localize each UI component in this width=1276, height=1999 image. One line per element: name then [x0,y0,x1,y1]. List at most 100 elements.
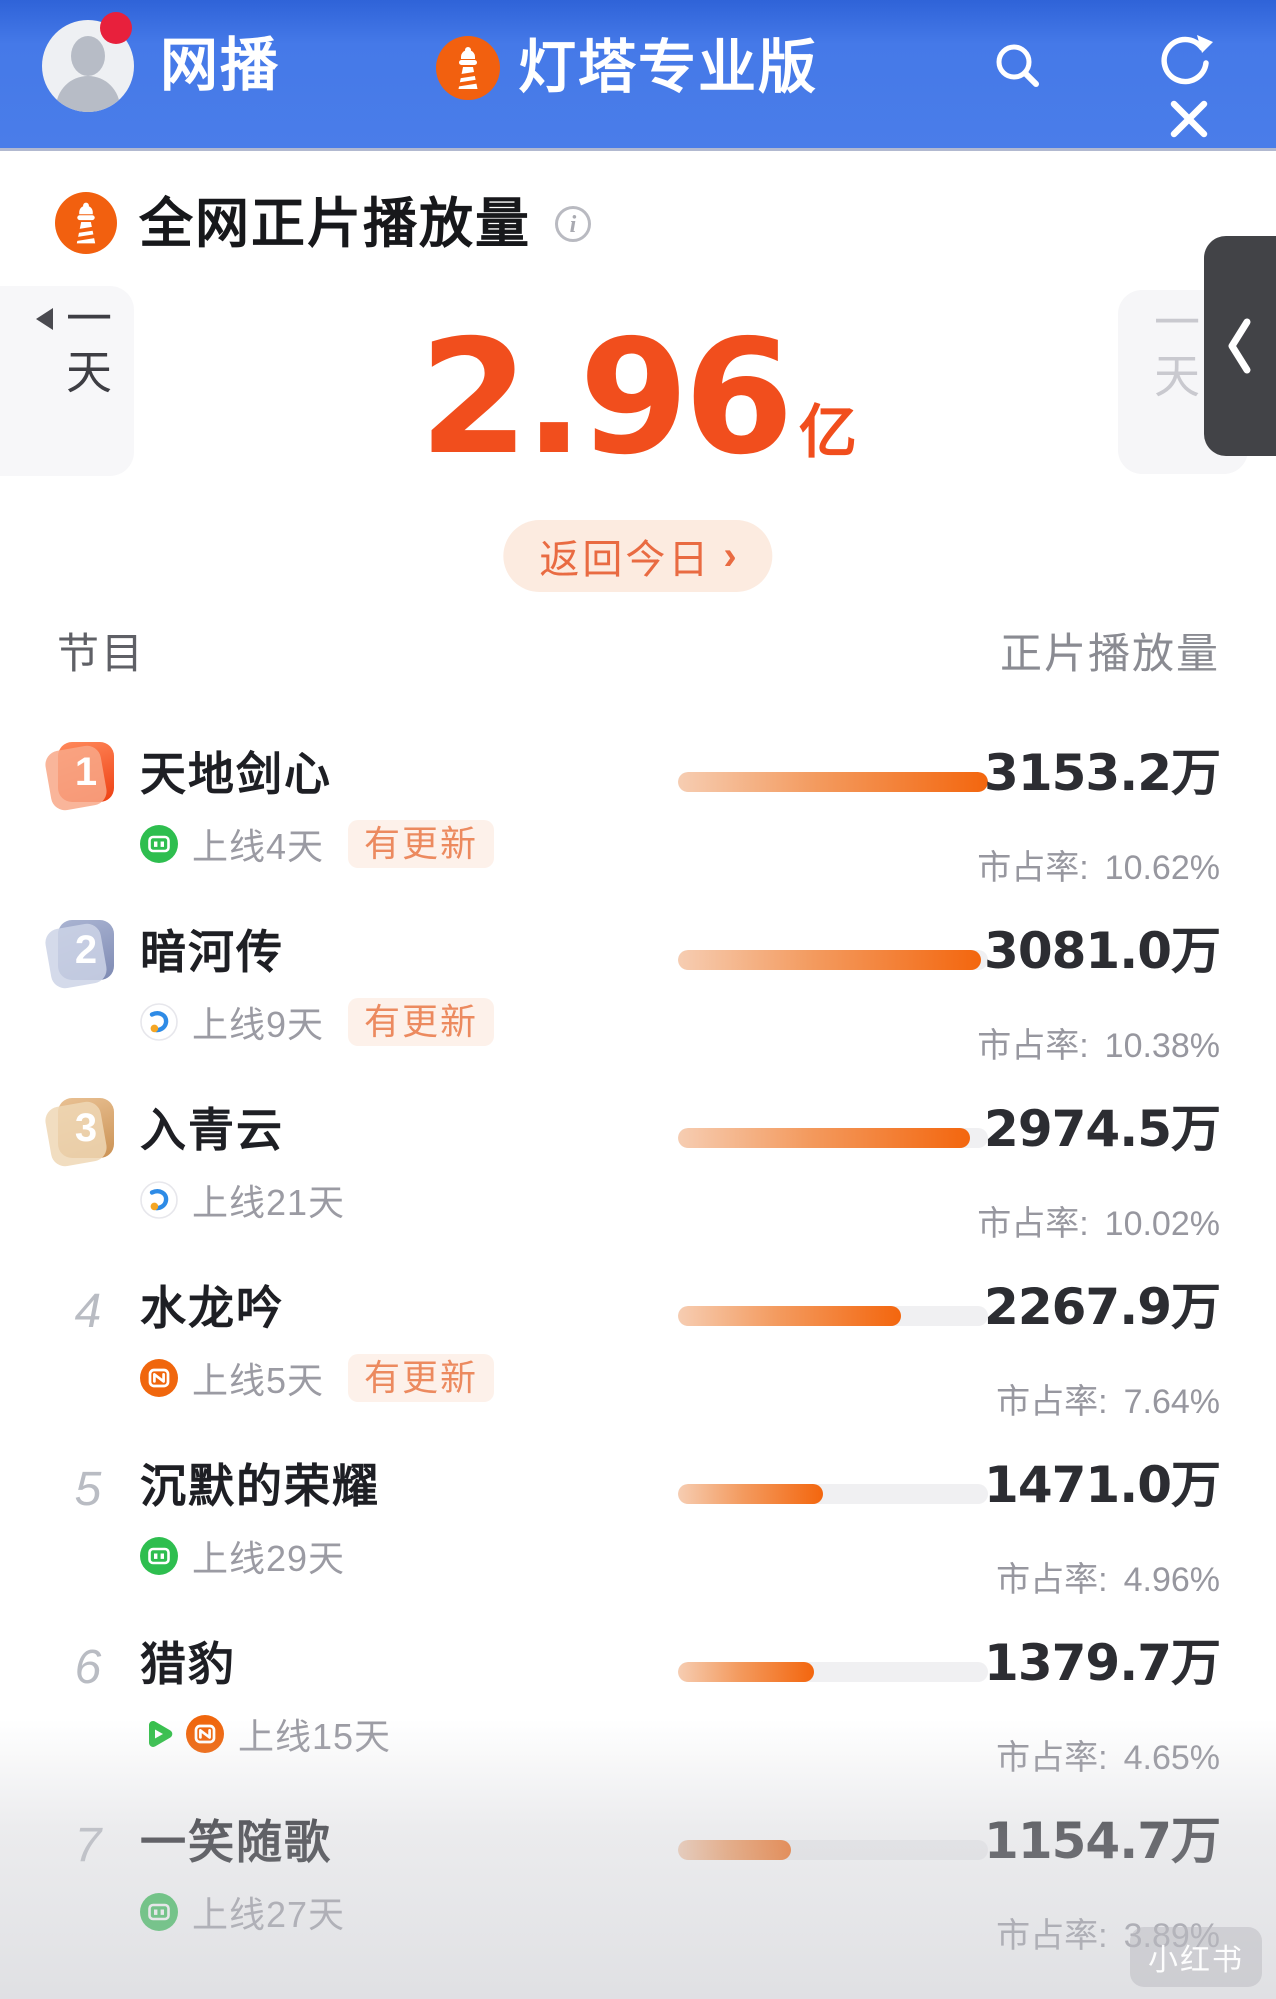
market-share: 市占率: 10.02% [977,1196,1220,1245]
views-bar [678,1840,988,1860]
market-share: 市占率: 10.62% [977,840,1220,889]
share-value: 10.02% [1104,1205,1220,1243]
info-icon[interactable]: i [555,206,591,242]
platform-icon-tencent-video [140,1003,178,1041]
program-row[interactable]: 3 入青云 上线21天 2974.5万 市占率: 10.02% [0,1060,1276,1243]
views-bar-fill [678,950,981,970]
avatar-shoulders-shape [56,76,120,112]
updated-tag: 有更新 [348,998,495,1046]
lighthouse-section-icon [55,192,119,256]
rank-number: 7 [74,1819,102,1872]
search-button[interactable] [990,38,1046,94]
back-to-today-button[interactable]: 返回今日 › [503,520,773,592]
period-prev-label[interactable]: 一天 [60,294,112,402]
views-bar [678,1484,988,1504]
program-meta: 上线29天 [140,1530,345,1582]
program-meta: 上线21天 [140,1174,345,1226]
platform-icon-tencent-video [140,1181,178,1219]
refresh-button[interactable] [1156,32,1216,92]
program-row[interactable]: 7 一笑随歌 上线27天 1154.7万 市占率:3.89% [0,1772,1276,1955]
program-title: 暗河传 [140,926,284,978]
views-value: 1471.0万 [984,1456,1221,1514]
views-value: 3153.2万 [984,744,1221,802]
brand-block: 灯塔专业版 [436,36,818,100]
views-bar-fill [678,772,988,792]
online-days: 上线15天 [238,1716,392,1757]
share-value: 7.64% [1123,1383,1220,1421]
platform-icons [140,1715,224,1753]
close-button[interactable] [1166,96,1212,142]
program-row[interactable]: 2 暗河传 上线9天 有更新 3081.0万 市占率: 10.38% [0,882,1276,1065]
program-title: 猎豹 [140,1638,236,1690]
updated-tag: 有更新 [348,820,495,868]
share-label: 市占率: [996,1383,1108,1421]
back-to-today-label: 返回今日 [539,538,712,582]
period-next-label[interactable]: 一天 [1148,298,1200,406]
program-meta: 上线5天 有更新 [140,1352,495,1404]
platform-icons [140,1359,178,1397]
total-views-value: 2.96 [419,306,794,490]
notification-badge [100,12,132,44]
platform-icon-mango-tv [140,1359,178,1397]
lighthouse-logo-icon [436,36,500,100]
market-share: 市占率: 10.38% [977,1018,1220,1067]
platform-icon-green-play [140,1715,178,1753]
column-header-program: 节目 [57,630,146,677]
views-value: 2267.9万 [984,1278,1221,1336]
period-prev-card[interactable] [0,286,134,476]
market-share: 市占率: 7.64% [996,1374,1220,1423]
program-title: 水龙吟 [140,1282,284,1334]
rank-badge: 1 [58,742,114,802]
program-row[interactable]: 4 水龙吟 上线5天 有更新 2267.9万 市占率: 7.64% [0,1238,1276,1421]
views-bar [678,1128,988,1148]
program-title: 一笑随歌 [140,1816,332,1868]
share-label: 市占率: [977,849,1089,887]
section-title: 全网正片播放量 [139,194,531,254]
share-value: 10.38% [1104,1027,1220,1065]
views-bar-fill [678,1840,792,1860]
chevron-left-icon [1204,306,1276,386]
share-label: 市占率: [996,1561,1108,1599]
views-bar-fill [678,1128,971,1148]
prev-arrow-icon [36,308,53,330]
rank-badge: 2 [58,920,114,980]
platform-icon-green-tv [140,825,178,863]
program-row[interactable]: 6 猎豹 上线15天 1379.7万 市占率: 4.65% [0,1594,1276,1777]
rank-number: 6 [74,1641,102,1694]
page-title: 网播 [160,33,281,98]
views-bar [678,950,988,970]
platform-icon-green-tv [140,1537,178,1575]
online-days: 上线27天 [192,1894,346,1935]
chevron-right-icon: › [723,533,737,578]
refresh-icon [1156,35,1216,95]
side-drawer-handle[interactable] [1204,236,1276,456]
program-list: 1 天地剑心 上线4天 有更新 3153.2万 市占率: 10.62% 2 暗河传… [0,704,1276,1955]
brand-name: 灯塔专业版 [518,35,819,100]
views-value: 2974.5万 [984,1100,1221,1158]
share-label: 市占率: [977,1027,1089,1065]
avatar-head-shape [71,36,105,76]
top-bar: 网播 灯塔专业版 [0,0,1276,148]
section-head: 全网正片播放量 i [55,192,591,256]
program-row[interactable]: 1 天地剑心 上线4天 有更新 3153.2万 市占率: 10.62% [0,704,1276,887]
online-days: 上线21天 [192,1182,346,1223]
column-header-views: 正片播放量 [999,630,1220,677]
platform-icon-green-tv [140,1893,178,1931]
views-bar [678,1306,988,1326]
share-label: 市占率: [977,1205,1089,1243]
views-bar-fill [678,1306,901,1326]
platform-icon-mango-tv [186,1715,224,1753]
rank-number: 4 [74,1285,102,1338]
platform-icons [140,825,178,863]
online-days: 上线4天 [192,826,325,867]
views-value: 3081.0万 [984,922,1221,980]
program-row[interactable]: 5 沉默的荣耀 上线29天 1471.0万 市占率: 4.96% [0,1416,1276,1599]
platform-icons [140,1181,178,1219]
views-bar-fill [678,1484,823,1504]
rank-number: 5 [74,1463,102,1516]
views-value: 1379.7万 [984,1634,1221,1692]
views-bar [678,772,988,792]
online-days: 上线29天 [192,1538,346,1579]
program-meta: 上线9天 有更新 [140,996,495,1048]
